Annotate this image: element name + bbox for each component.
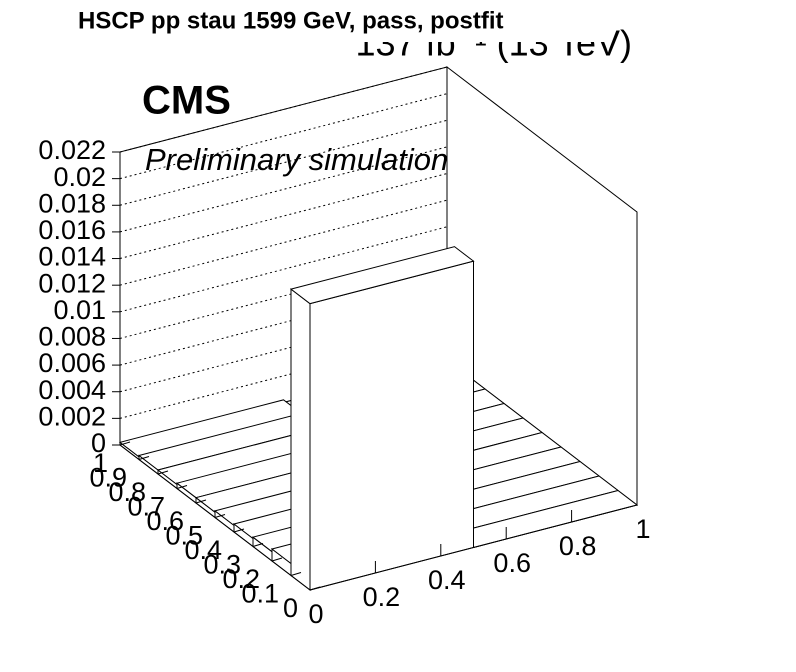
y-tick [176, 485, 188, 489]
x-tick-label: 0 [308, 599, 323, 629]
z-tick-label: 0.002 [38, 401, 106, 431]
y-tick [271, 557, 283, 562]
z-tick-label: 0.004 [38, 375, 106, 405]
z-tick-label: 0.006 [38, 348, 106, 378]
grid-line [119, 226, 448, 313]
chart-title: HSCP pp stau 1599 GeV, pass, postfit [78, 7, 503, 34]
grid-line [119, 199, 448, 286]
y-tick-label: 0.8 [108, 477, 146, 507]
x-axis [309, 504, 638, 591]
y-tick [195, 499, 207, 504]
z-tick-label: 0.018 [38, 188, 106, 218]
x-tick-label: 0.8 [559, 531, 597, 561]
y-tick-label: 1 [93, 448, 108, 478]
y-tick-label: 0.5 [165, 521, 203, 551]
z-tick-label: 0.02 [53, 162, 106, 192]
z-tick-label: 0.022 [38, 135, 106, 165]
z-tick-label: 0.01 [53, 295, 106, 325]
y-tick [309, 586, 321, 591]
plot-area: 00.0020.0040.0060.0080.010.0120.0140.016… [38, 65, 651, 629]
y-tick-label: 0.7 [127, 492, 165, 522]
grid-line [119, 146, 448, 233]
y-tick [214, 514, 226, 518]
y-tick-label: 0.3 [203, 550, 241, 580]
y-tick-label: 0.1 [241, 579, 279, 609]
y-tick-label: 0 [283, 593, 298, 623]
bar-front [309, 260, 474, 591]
x-tick-label: 0.2 [363, 582, 401, 612]
z-tick-label: 0.016 [38, 215, 106, 245]
grid-line [119, 119, 448, 206]
y-tick-label: 0.9 [89, 463, 127, 493]
y-tick [119, 441, 131, 446]
x-tick-label: 1 [635, 514, 650, 544]
z-tick-label: 0 [91, 428, 106, 458]
grid-line [119, 93, 448, 180]
y-tick [157, 470, 169, 475]
z-tick-label: 0.014 [38, 242, 106, 272]
bar-side [290, 288, 311, 592]
y-tick [252, 543, 264, 547]
bar-top [289, 246, 475, 305]
grid-line [119, 66, 448, 153]
z-tick-label: 0.008 [38, 322, 106, 352]
z-tick-label: 0.012 [38, 268, 106, 298]
x-tick-label: 0.6 [493, 548, 531, 578]
title-box [70, 0, 606, 42]
x-tick-label: 0.4 [428, 565, 466, 595]
lego-bar [289, 246, 475, 592]
y-tick [233, 528, 245, 533]
y-tick-label: 0.6 [146, 506, 184, 536]
y-tick-label: 0.2 [222, 564, 260, 594]
y-tick [138, 456, 150, 460]
experiment-label: CMS [142, 79, 231, 123]
grid-line [119, 173, 448, 260]
y-tick-label: 0.4 [184, 535, 222, 565]
y-tick [290, 572, 302, 576]
subtitle: Preliminary simulation [145, 142, 448, 177]
